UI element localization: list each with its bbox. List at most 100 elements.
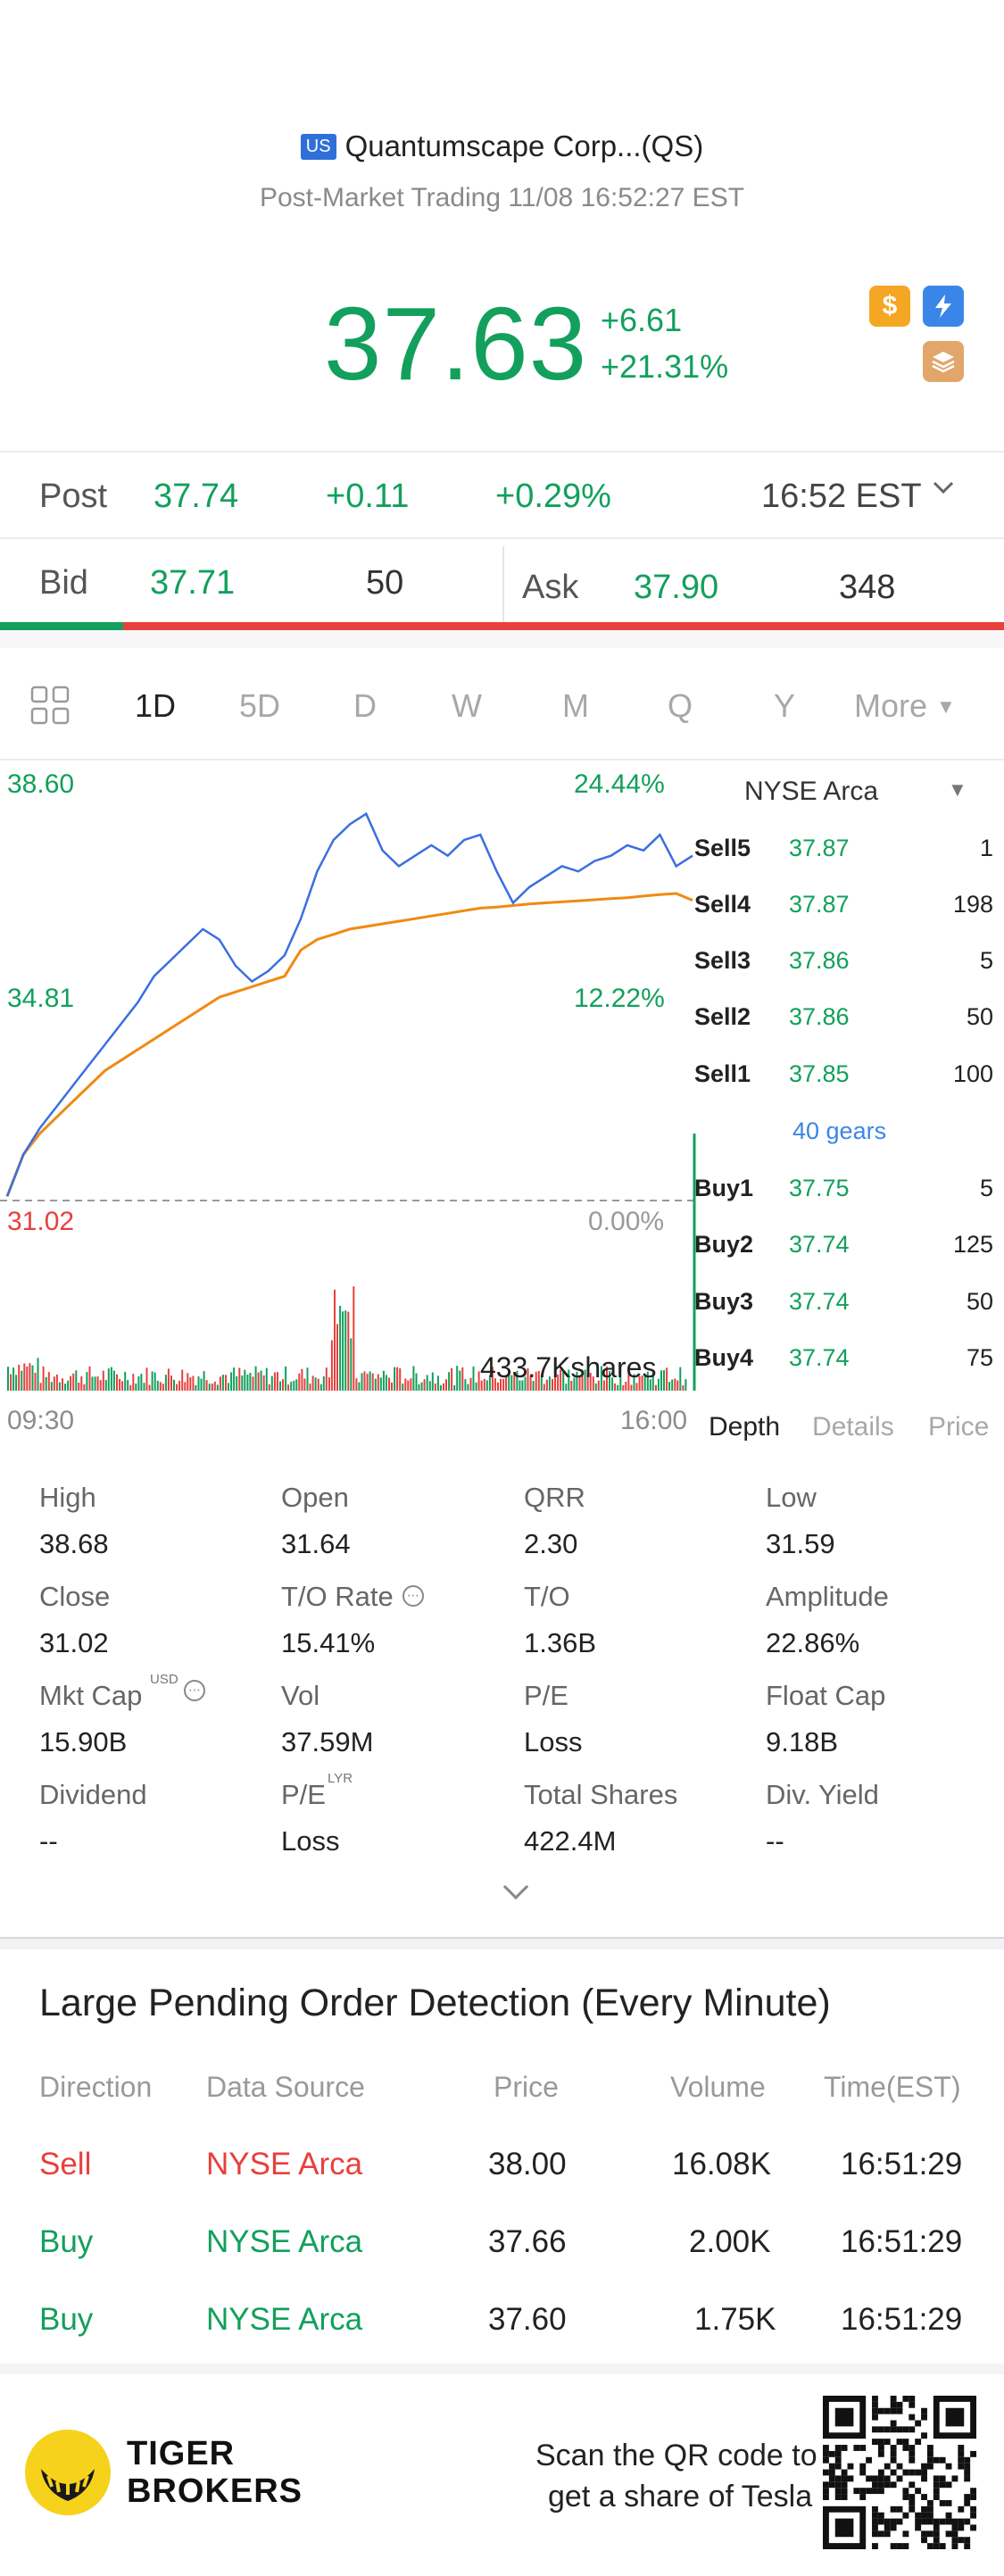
exchange-selector[interactable]: NYSE Arca [744, 777, 879, 806]
volume-bar [298, 1373, 301, 1391]
post-change-percent: +0.29% [495, 478, 611, 515]
volume-bar [543, 1384, 545, 1391]
order-direction: Buy [39, 2224, 94, 2259]
bid-price: 37.71 [150, 564, 236, 602]
depth-level: Buy4 [694, 1344, 754, 1371]
volume-bar [420, 1382, 423, 1391]
volume-bar [502, 1378, 505, 1391]
tab-y[interactable]: Y [774, 687, 796, 724]
caret-down-icon[interactable]: ▼ [948, 778, 967, 801]
intraday-chart[interactable] [0, 768, 696, 1392]
volume-bar [584, 1369, 586, 1391]
divider [0, 451, 1004, 453]
depth-size: 5 [979, 1175, 993, 1201]
stat-label: P/E [524, 1680, 568, 1711]
volume-bar [47, 1372, 50, 1391]
volume-bar [336, 1324, 338, 1391]
volume-bar [353, 1286, 355, 1391]
volume-bar [143, 1383, 145, 1391]
tab-details[interactable]: Details [812, 1412, 894, 1442]
volume-bar [576, 1371, 578, 1391]
volume-bar [265, 1367, 268, 1391]
volume-bar [26, 1367, 29, 1391]
stat-label: Div. Yield [766, 1779, 879, 1810]
col-header-time: Time(EST) [824, 2071, 961, 2103]
volume-bar [148, 1384, 151, 1391]
volume-bar [654, 1384, 657, 1391]
tab-m[interactable]: M [562, 687, 589, 724]
volume-bar [154, 1372, 156, 1391]
tab-5d[interactable]: 5D [239, 687, 281, 724]
volume-bar [58, 1382, 61, 1391]
tab-price[interactable]: Price [928, 1412, 990, 1442]
large-order-title: Large Pending Order Detection (Every Min… [39, 1982, 831, 2024]
volume-bar [233, 1367, 236, 1391]
stat-value: 31.02 [39, 1627, 109, 1658]
depth-price: 37.87 [789, 891, 850, 918]
volume-bar [31, 1365, 34, 1391]
stat-value: 22.86% [766, 1627, 860, 1658]
volume-bar [319, 1384, 322, 1391]
volume-bar [137, 1376, 140, 1391]
volume-bar [535, 1371, 537, 1391]
volume-bar [379, 1377, 382, 1391]
volume-bar [151, 1371, 154, 1391]
dollar-icon[interactable]: $ [869, 286, 910, 327]
tab-w[interactable]: W [452, 687, 482, 724]
volume-bar [187, 1373, 189, 1391]
info-icon[interactable]: ⋯ [184, 1680, 205, 1701]
tab-more[interactable]: More ▼ [854, 687, 956, 725]
expand-chevron-icon[interactable] [502, 1874, 529, 1900]
volume-bar [560, 1369, 562, 1391]
volume-bar [230, 1372, 233, 1391]
volume-bar [459, 1370, 461, 1391]
layers-icon[interactable] [923, 341, 964, 382]
volume-bar [102, 1370, 104, 1391]
depth-gears-link[interactable]: 40 gears [792, 1118, 887, 1144]
volume-bar [676, 1380, 679, 1391]
depth-price: 37.75 [789, 1175, 850, 1201]
volume-bar [649, 1379, 651, 1391]
volume-bar [192, 1375, 195, 1391]
info-icon[interactable]: ⋯ [402, 1585, 424, 1607]
order-price: 37.66 [488, 2224, 567, 2259]
flash-icon[interactable] [923, 286, 964, 327]
volume-bar [208, 1384, 211, 1391]
stat-label: Low [766, 1482, 817, 1513]
time-axis-end: 16:00 [620, 1406, 688, 1435]
stock-title: US Quantumscape Corp...(QS) [0, 129, 1004, 163]
stat-value: -- [39, 1825, 58, 1857]
post-price: 37.74 [154, 478, 239, 515]
volume-bar [355, 1378, 358, 1391]
volume-bar [219, 1376, 221, 1391]
tab-q[interactable]: Q [668, 687, 693, 724]
col-header-volume: Volume [670, 2071, 766, 2103]
grid-icon[interactable] [30, 686, 70, 725]
bid-ratio-bar [0, 622, 123, 630]
depth-buy-row: Buy4 37.74 75 [694, 1344, 993, 1380]
volume-bar [88, 1367, 91, 1391]
price-change-percent: +21.31% [601, 348, 729, 385]
volume-bar [635, 1383, 638, 1391]
volume-bar [638, 1375, 641, 1391]
tab-1d[interactable]: 1D [135, 687, 177, 724]
volume-bar [252, 1376, 254, 1391]
volume-bar [685, 1379, 687, 1391]
volume-bar [382, 1370, 385, 1391]
volume-bar [287, 1384, 290, 1391]
volume-bar [178, 1380, 181, 1391]
volume-bar [488, 1375, 491, 1391]
volume-bar [75, 1370, 78, 1391]
depth-size: 125 [952, 1231, 993, 1258]
tab-d[interactable]: D [353, 687, 377, 724]
tab-depth[interactable]: Depth [709, 1412, 781, 1442]
depth-buy-row: Buy1 37.75 5 [694, 1175, 993, 1210]
qr-code[interactable] [823, 2396, 976, 2549]
volume-bar [260, 1370, 262, 1391]
post-change: +0.11 [326, 478, 410, 515]
chevron-down-icon[interactable] [930, 474, 957, 508]
post-time[interactable]: 16:52 EST [761, 478, 922, 515]
volume-bar [436, 1375, 439, 1391]
average-price-line [5, 892, 693, 1197]
volume-bar [434, 1384, 436, 1391]
